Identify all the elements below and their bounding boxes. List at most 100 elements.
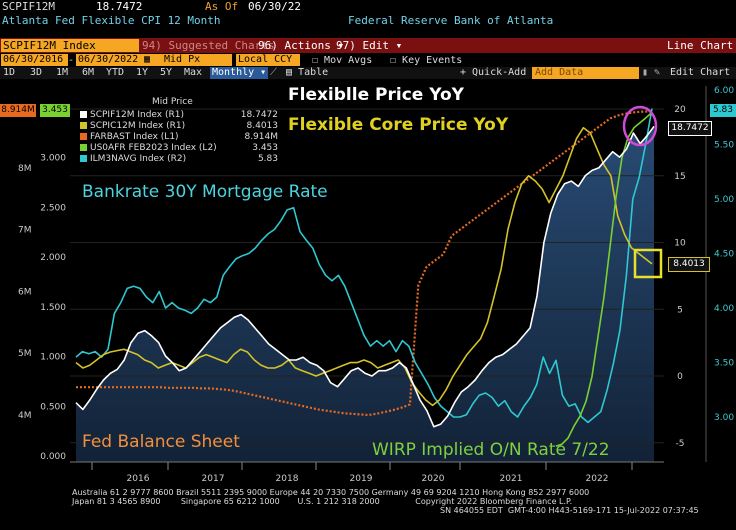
l2-tick-label: 2.500 xyxy=(40,203,66,213)
period-1d[interactable]: 1D xyxy=(3,67,16,78)
r2-tick-label: 5.00 xyxy=(714,195,734,205)
legend-row[interactable]: SCPIC12M Index (R1) 8.4013 xyxy=(80,121,278,132)
x-tick-label: 2020 xyxy=(422,474,445,484)
series-layer xyxy=(75,108,655,447)
period-1y[interactable]: 1Y xyxy=(136,67,149,78)
security-header: SCPIF12M 18.7472 As Of 06/30/22 xyxy=(0,0,736,13)
legend-swatch xyxy=(80,144,87,151)
r1-tick-label: 15 xyxy=(674,172,685,182)
l1-tick-label: 7M xyxy=(18,226,32,236)
period-3d[interactable]: 3D xyxy=(30,67,43,78)
legend-header: Mid Price xyxy=(152,97,193,107)
key-events-toggle[interactable]: ☐ Key Events xyxy=(390,54,462,67)
legend-value: 18.7472 xyxy=(240,110,278,120)
edit-menu[interactable]: 97) Edit ▾ xyxy=(336,39,403,52)
r1-tick-label: 10 xyxy=(674,239,686,249)
x-tick-label: 2018 xyxy=(276,474,299,484)
legend-label: SCPIF12M Index (R1) xyxy=(90,110,184,120)
legend-value: 8.914M xyxy=(244,132,278,142)
series-flexible-cpi xyxy=(75,125,655,428)
edit-chart-button[interactable]: Edit Chart xyxy=(670,67,731,78)
quick-add-button[interactable]: + Quick-Add ▾ xyxy=(460,67,539,78)
r2-tick-label: 4.50 xyxy=(714,250,734,260)
table-icon: ▤ xyxy=(286,67,299,78)
legend-label: SCPIC12M Index (R1) xyxy=(90,121,186,131)
period-ytd[interactable]: YTD xyxy=(106,67,125,78)
mov-avgs-check-icon: ☐ xyxy=(312,55,325,66)
highlight-square xyxy=(633,248,663,279)
legend-label: US0AFR FEB2023 Index (L2) xyxy=(90,143,217,153)
tag-mortgage: 5.83 xyxy=(710,104,736,117)
legend-value: 5.83 xyxy=(257,154,278,164)
legend-row[interactable]: FARBAST Index (L1) 8.914M xyxy=(80,132,278,143)
annotation-mortgage: Bankrate 30Y Mortgage Rate xyxy=(82,182,328,202)
r1-tick-label: 5 xyxy=(677,305,683,315)
chart-legend: Mid Price SCPIF12M Index (R1) 18.7472 SCPI… xyxy=(80,97,278,165)
table-button[interactable]: ▤ Table xyxy=(286,67,328,79)
r2-tick-label: 4.00 xyxy=(714,304,734,314)
l2-tick-label: 1.000 xyxy=(40,353,66,363)
suggested-charts-button[interactable]: 94) Suggested Charts xyxy=(142,39,275,52)
options-row: 06/30/2016 - 06/30/2022 ▦ Mid Px Local C… xyxy=(0,54,736,67)
description-text: Atlanta Fed Flexible CPI 12 Month xyxy=(2,14,221,27)
x-tick-label: 2022 xyxy=(586,474,609,484)
grid-layer xyxy=(70,108,664,444)
line-style-icon[interactable]: ⟋ xyxy=(270,67,277,78)
footer-line-2: Japan 81 3 4565 8900 Singapore 65 6212 1… xyxy=(72,497,573,506)
period-6m[interactable]: 6M xyxy=(82,67,95,78)
period-5y[interactable]: 5Y xyxy=(160,67,173,78)
r2-tick-label: 6.00 xyxy=(714,86,734,96)
legend-swatch xyxy=(80,155,87,162)
bar-chart-icon[interactable]: ▮ xyxy=(642,67,649,78)
footer-line-1: Australia 61 2 9777 8600 Brazil 5511 239… xyxy=(72,488,590,497)
field-select[interactable]: Mid Px xyxy=(162,54,232,66)
add-data-input[interactable]: Add Data xyxy=(532,67,639,79)
currency-select[interactable]: Local CCY xyxy=(236,54,300,66)
calendar-icon[interactable]: ▦ xyxy=(142,54,162,66)
annotation-fed: Fed Balance Sheet xyxy=(82,432,240,452)
highlight-circle xyxy=(622,105,658,147)
frequency-select[interactable]: Monthly ▾ xyxy=(210,67,269,79)
end-date-input[interactable]: 06/30/2022 xyxy=(76,54,143,66)
chart-type-label[interactable]: Line Chart xyxy=(667,39,734,52)
tag-flexible-cpi: 18.7472 xyxy=(668,121,712,136)
actions-menu[interactable]: 96) Actions ▾ xyxy=(258,39,345,52)
period-1m[interactable]: 1M xyxy=(56,67,69,78)
as-of-label: As Of xyxy=(205,0,239,13)
tag-core-cpi: 8.4013 xyxy=(668,257,710,272)
source-text: Federal Reserve Bank of Atlanta xyxy=(348,14,554,27)
start-date-input[interactable]: 06/30/2016 xyxy=(1,54,68,66)
footer: Australia 61 2 9777 8600 Brazil 5511 239… xyxy=(0,487,736,530)
key-events-label: Key Events xyxy=(402,55,463,66)
legend-label: FARBAST Index (L1) xyxy=(90,132,179,142)
r2-tick-label: 3.00 xyxy=(714,413,734,423)
x-tick-label: 2019 xyxy=(350,474,373,484)
security-field[interactable]: SCPIF12M Index xyxy=(1,39,139,52)
l1-tick-label: 6M xyxy=(18,287,32,297)
menu-bar: SCPIF12M Index 94) Suggested Charts 96) … xyxy=(0,38,736,53)
l1-tick-label: 4M xyxy=(18,411,32,421)
table-label: Table xyxy=(298,67,329,78)
period-row: 1D 3D 1M 6M YTD 1Y 5Y Max Monthly ▾ ⟋ ▤ … xyxy=(0,67,736,79)
x-tick-label: 2021 xyxy=(500,474,523,484)
pencil-icon[interactable]: ✎ xyxy=(654,67,661,78)
legend-swatch xyxy=(80,111,87,118)
annotation-wirp: WIRP Implied O/N Rate 7/22 xyxy=(372,440,610,460)
period-max[interactable]: Max xyxy=(184,67,203,78)
r1-tick-label: 20 xyxy=(674,105,686,115)
legend-row[interactable]: ILM3NAVG Index (R2) 5.83 xyxy=(80,154,278,165)
date-separator: - xyxy=(68,55,75,66)
mov-avgs-toggle[interactable]: ☐ Mov Avgs xyxy=(312,54,372,67)
tag-wirp: 3.453 xyxy=(40,104,70,117)
legend-row[interactable]: SCPIF12M Index (R1) 18.7472 xyxy=(80,110,278,121)
l2-tick-label: 2.000 xyxy=(40,253,66,263)
line-chart[interactable]: 2016 2017 2018 2019 2020 2021 2022 -5 0 5 10 15 20 3.… xyxy=(0,80,736,486)
l2-tick-label: 3.000 xyxy=(40,154,66,164)
l2-tick-label: 0.000 xyxy=(40,452,66,462)
legend-row[interactable]: US0AFR FEB2023 Index (L2) 3.453 xyxy=(80,143,278,154)
flexible-cpi-area xyxy=(76,126,654,463)
as-of-date: 06/30/22 xyxy=(248,0,301,13)
legend-label: ILM3NAVG Index (R2) xyxy=(90,154,187,164)
l1-tick-label: 8M xyxy=(18,164,32,174)
annotation-flexible-core: Flexible Core Price YoY xyxy=(288,115,509,135)
